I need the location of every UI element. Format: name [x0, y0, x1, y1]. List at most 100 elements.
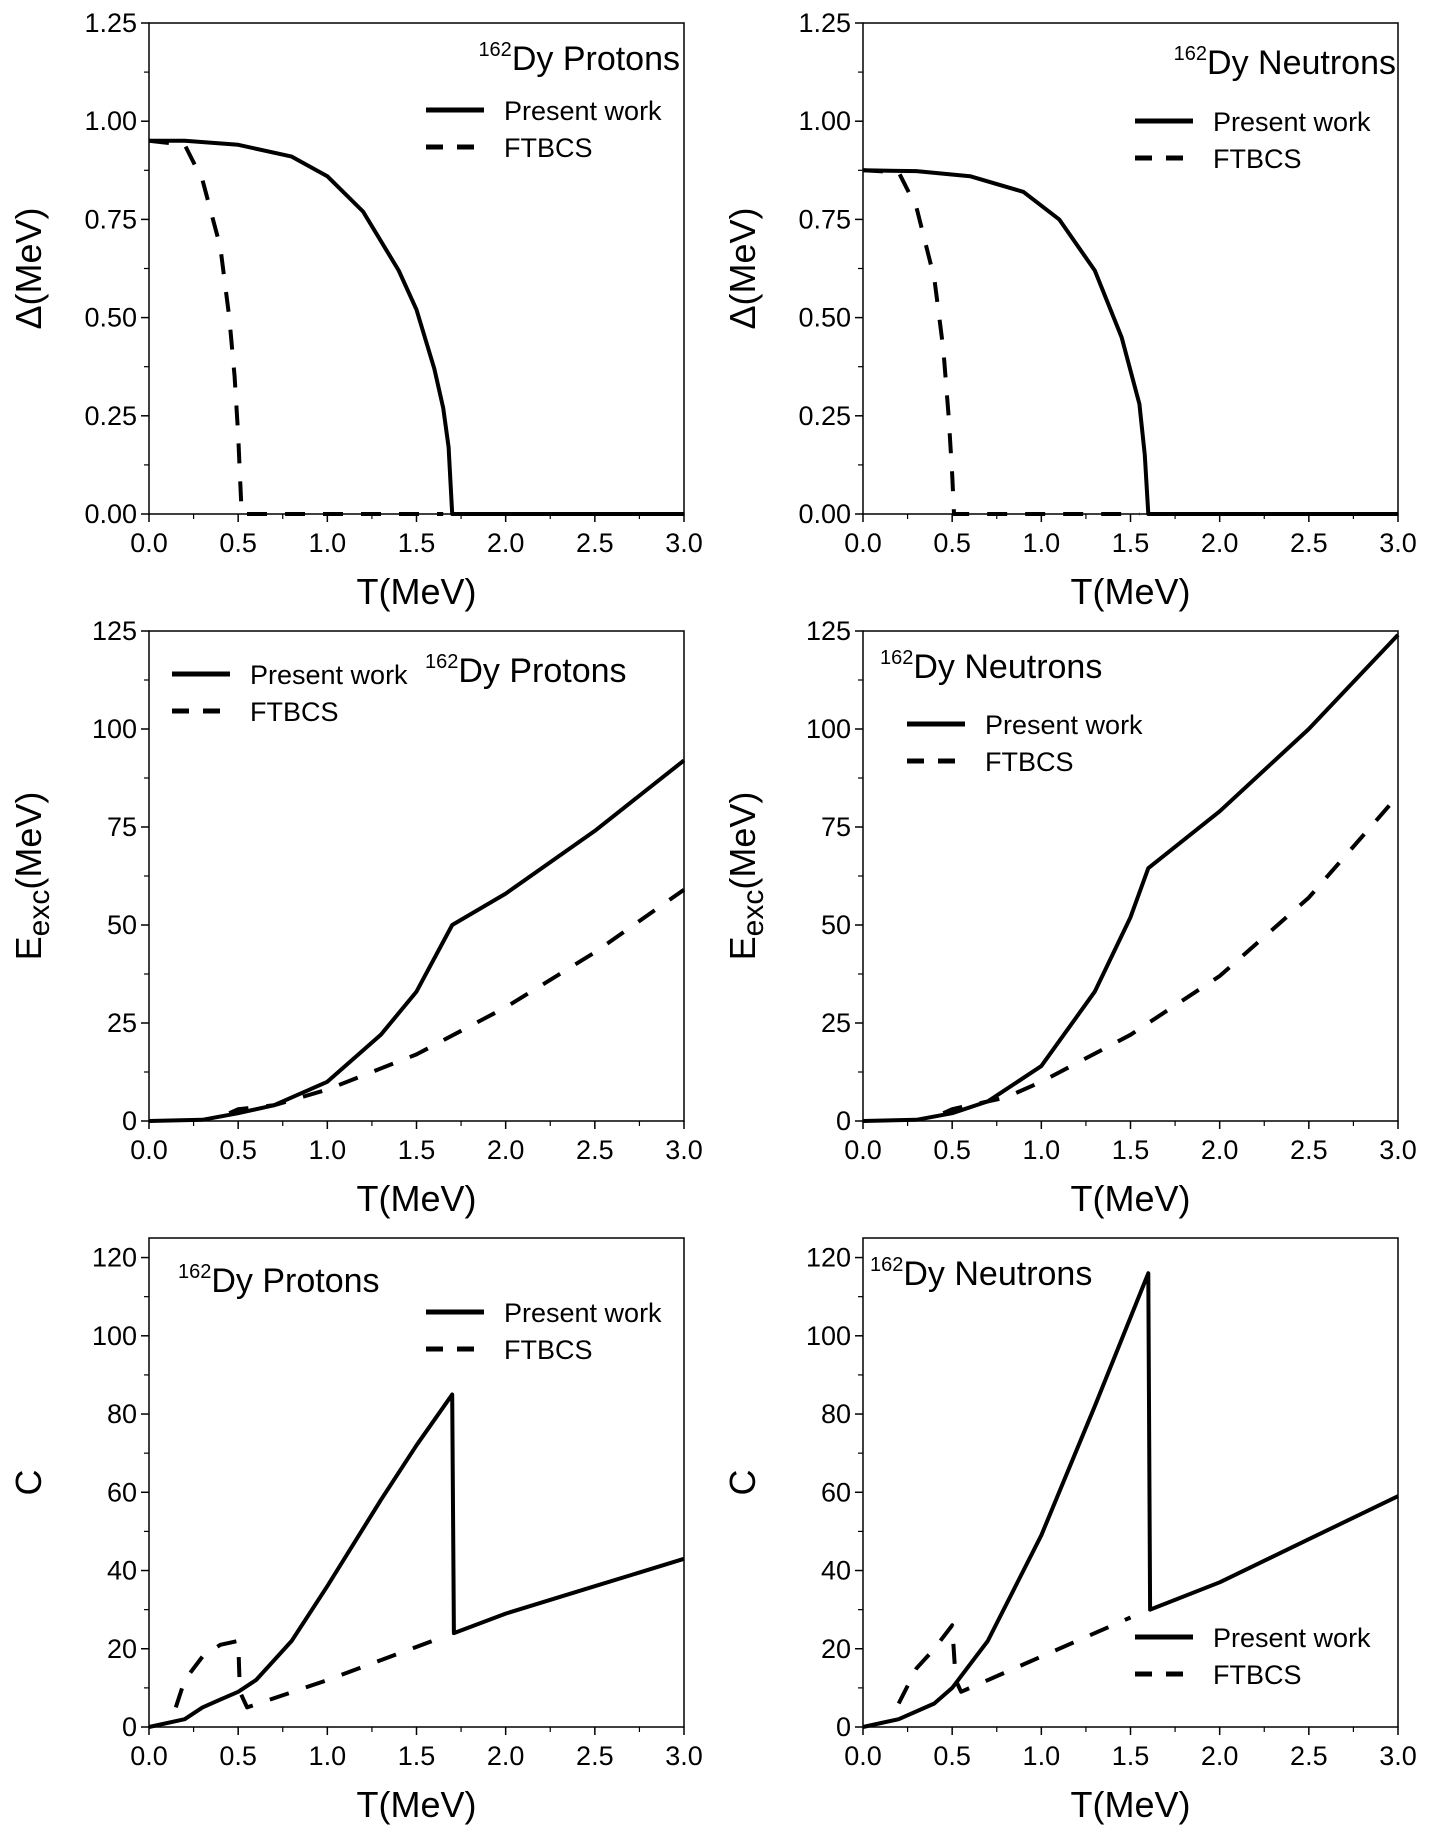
y-axis-label: Δ(MeV) [8, 207, 49, 329]
x-tick-label: 1.5 [1112, 1135, 1150, 1165]
x-tick-label: 0.5 [933, 528, 971, 558]
x-axis-label: T(MeV) [357, 1784, 477, 1825]
x-tick-label: 3.0 [1379, 528, 1417, 558]
chart-panel-top-right: 0.0 0.5 1.0 1.5 2.0 2.5 3.0 0.00 0.25 0.50 0.75 1.0… [722, 8, 1417, 612]
y-tick-label: 0.75 [84, 204, 137, 234]
y-axis-label: C [722, 1470, 763, 1496]
x-tick-label: 0.0 [844, 1741, 882, 1771]
y-axis-label: Δ(MeV) [722, 207, 763, 329]
y-tick-label: 100 [806, 1321, 851, 1351]
legend: Present work FTBCS [1135, 1623, 1371, 1690]
panel-title-mass-number: 162 [425, 651, 458, 673]
x-tick-label: 0.5 [933, 1135, 971, 1165]
y-tick-label: 120 [806, 1243, 851, 1273]
chart-panel-bottom-right: 0.0 0.5 1.0 1.5 2.0 2.5 3.0 0 20 40 60 80 100 120 T(Me… [722, 1237, 1417, 1825]
y-tick-label: 75 [107, 812, 137, 842]
y-axis-label-unit: (MeV) [8, 792, 49, 890]
legend-label: Present work [250, 660, 408, 690]
y-tick-label: 25 [821, 1008, 851, 1038]
y-axis-label-main: Δ(MeV) [722, 207, 763, 329]
legend-label: Present work [1213, 107, 1371, 137]
series-line-present-work [148, 758, 686, 1123]
y-axis-label: Eexc(MeV) [722, 792, 770, 961]
x-tick-label: 1.0 [1023, 528, 1061, 558]
panel-title-text: Dy Neutrons [913, 648, 1102, 686]
x-axis-label: T(MeV) [357, 1178, 477, 1219]
y-tick-label: 75 [821, 812, 851, 842]
x-tick-label: 2.5 [576, 1741, 614, 1771]
y-tick-label: 0.25 [798, 401, 851, 431]
y-tick-label: 40 [821, 1556, 851, 1586]
y-tick-label: 50 [107, 910, 137, 940]
chart-panel-middle-right: 0.0 0.5 1.0 1.5 2.0 2.5 3.0 0 25 50 75 100 125 T(MeV)… [722, 616, 1417, 1219]
panel-title-text: Dy Protons [211, 1262, 379, 1300]
series-line-ftbcs [942, 794, 1400, 1116]
panel-title-mass-number: 162 [880, 647, 913, 669]
panel-title: 162Dy Protons [178, 1261, 380, 1300]
x-tick-label: 3.0 [1379, 1741, 1417, 1771]
y-tick-label: 0.00 [84, 499, 137, 529]
plot-frame [862, 630, 1399, 1122]
x-tick-label: 0.0 [844, 1135, 882, 1165]
y-tick-label: 60 [821, 1477, 851, 1507]
y-tick-label: 0.50 [798, 303, 851, 333]
x-tick-label: 1.5 [398, 1135, 436, 1165]
series-line-ftbcs [148, 138, 444, 516]
legend-label: FTBCS [985, 747, 1074, 777]
panel-title-text: Dy Neutrons [1207, 44, 1396, 82]
plot-frame [862, 22, 1399, 515]
panel-title-text: Dy Protons [512, 40, 680, 78]
chart-panel-middle-left: 0.0 0.5 1.0 1.5 2.0 2.5 3.0 0 25 50 75 100 125 T(MeV)… [8, 616, 703, 1219]
series-line-ftbcs [896, 1615, 1132, 1705]
panel-title: 162Dy Protons [478, 39, 680, 78]
legend: Present work FTBCS [426, 1298, 662, 1365]
y-axis-label-unit: (MeV) [722, 792, 763, 890]
legend-label: Present work [1213, 1623, 1371, 1653]
x-tick-label: 0.5 [933, 1741, 971, 1771]
panel-title-text: Dy Neutrons [903, 1255, 1092, 1293]
x-tick-label: 2.5 [1290, 1135, 1328, 1165]
x-tick-label: 2.0 [487, 528, 525, 558]
panel-title-mass-number: 162 [1174, 43, 1207, 65]
x-tick-label: 0.5 [219, 1741, 257, 1771]
y-tick-label: 0.25 [84, 401, 137, 431]
legend: Present work FTBCS [172, 660, 408, 727]
legend-label: Present work [985, 710, 1143, 740]
x-tick-label: 0.0 [130, 528, 168, 558]
y-axis-label-main: E [8, 936, 49, 960]
x-axis-label: T(MeV) [1071, 571, 1191, 612]
x-tick-label: 1.0 [309, 1741, 347, 1771]
y-tick-label: 100 [92, 1321, 137, 1351]
x-tick-label: 2.5 [1290, 528, 1328, 558]
y-tick-label: 20 [821, 1634, 851, 1664]
x-tick-label: 0.0 [130, 1741, 168, 1771]
y-tick-label: 1.00 [84, 106, 137, 136]
x-axis-label: T(MeV) [1071, 1784, 1191, 1825]
x-tick-label: 3.0 [665, 528, 703, 558]
legend-label: FTBCS [1213, 1660, 1302, 1690]
y-tick-label: 0 [836, 1106, 851, 1136]
x-tick-label: 1.5 [398, 528, 436, 558]
x-tick-label: 2.5 [576, 1135, 614, 1165]
plot-frame [148, 630, 685, 1122]
y-axis-label-main: C [8, 1470, 49, 1496]
series-line-present-work [862, 168, 1398, 516]
y-tick-label: 20 [107, 1634, 137, 1664]
x-tick-label: 2.0 [487, 1135, 525, 1165]
x-tick-label: 1.0 [1023, 1135, 1061, 1165]
x-tick-label: 1.0 [309, 528, 347, 558]
panel-title-mass-number: 162 [178, 1261, 211, 1283]
y-tick-label: 0 [836, 1712, 851, 1742]
y-axis-label: Eexc(MeV) [8, 792, 56, 961]
x-tick-label: 2.0 [1201, 1741, 1239, 1771]
x-tick-label: 2.0 [487, 1741, 525, 1771]
series-line-ftbcs [862, 168, 1140, 516]
legend-label: FTBCS [504, 133, 593, 163]
y-tick-label: 0 [122, 1106, 137, 1136]
y-tick-label: 50 [821, 910, 851, 940]
x-tick-label: 2.5 [576, 528, 614, 558]
x-tick-label: 0.0 [130, 1135, 168, 1165]
y-tick-label: 125 [806, 616, 851, 646]
x-axis-label: T(MeV) [1071, 1178, 1191, 1219]
x-tick-label: 2.5 [1290, 1741, 1328, 1771]
